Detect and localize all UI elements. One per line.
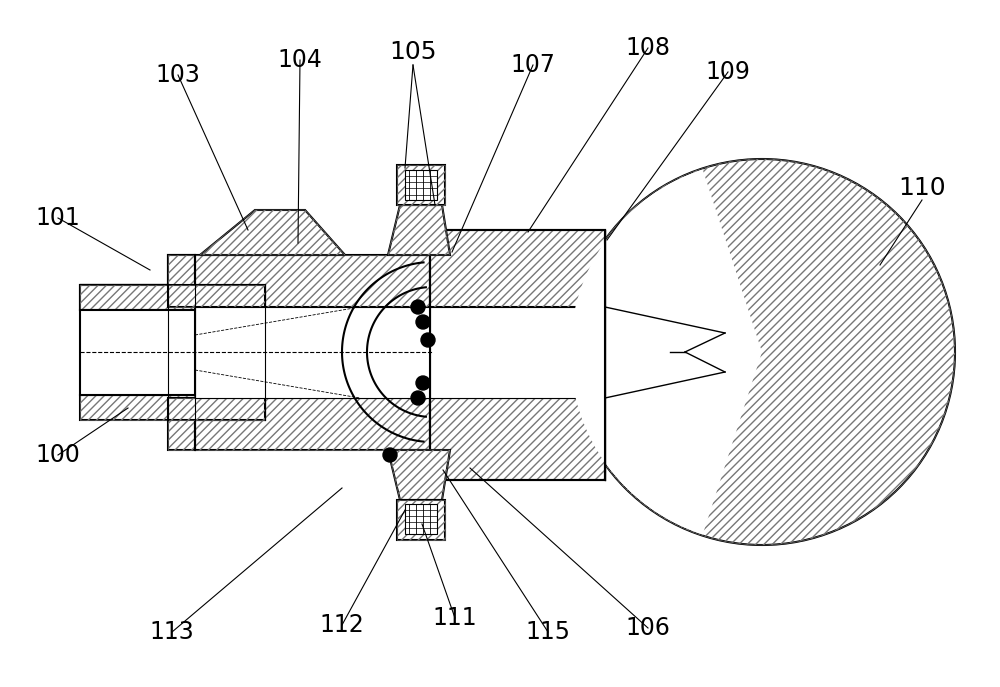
- Circle shape: [416, 376, 430, 390]
- Polygon shape: [430, 230, 605, 307]
- Circle shape: [569, 159, 955, 545]
- Polygon shape: [397, 165, 445, 205]
- Text: 101: 101: [36, 206, 80, 230]
- Text: 113: 113: [150, 620, 194, 644]
- Polygon shape: [80, 255, 195, 310]
- Polygon shape: [80, 255, 195, 310]
- Text: 109: 109: [706, 60, 750, 84]
- Circle shape: [421, 333, 435, 347]
- Polygon shape: [80, 395, 195, 450]
- Circle shape: [416, 315, 430, 329]
- Text: 107: 107: [511, 53, 555, 77]
- Polygon shape: [200, 210, 345, 255]
- Text: 104: 104: [278, 48, 322, 72]
- Wedge shape: [570, 170, 762, 534]
- Bar: [405, 170, 437, 200]
- Text: 103: 103: [156, 63, 200, 87]
- Polygon shape: [195, 255, 430, 307]
- Polygon shape: [430, 398, 605, 480]
- Text: 106: 106: [626, 616, 670, 640]
- Polygon shape: [195, 398, 430, 450]
- Polygon shape: [388, 205, 450, 255]
- Text: 111: 111: [433, 606, 477, 630]
- Polygon shape: [168, 285, 265, 307]
- Bar: [430, 230, 605, 480]
- Bar: [405, 504, 437, 534]
- Text: 110: 110: [898, 176, 946, 200]
- Circle shape: [411, 300, 425, 314]
- Circle shape: [383, 448, 397, 462]
- Text: 112: 112: [320, 613, 364, 637]
- Circle shape: [411, 391, 425, 405]
- Text: 100: 100: [36, 443, 80, 467]
- Text: 105: 105: [389, 40, 437, 64]
- Polygon shape: [397, 500, 445, 540]
- Polygon shape: [168, 398, 265, 420]
- Text: 108: 108: [626, 36, 670, 60]
- Text: 115: 115: [526, 620, 570, 644]
- Bar: [430, 307, 605, 398]
- Bar: [80, 310, 195, 395]
- Bar: [195, 307, 430, 398]
- Polygon shape: [388, 450, 450, 500]
